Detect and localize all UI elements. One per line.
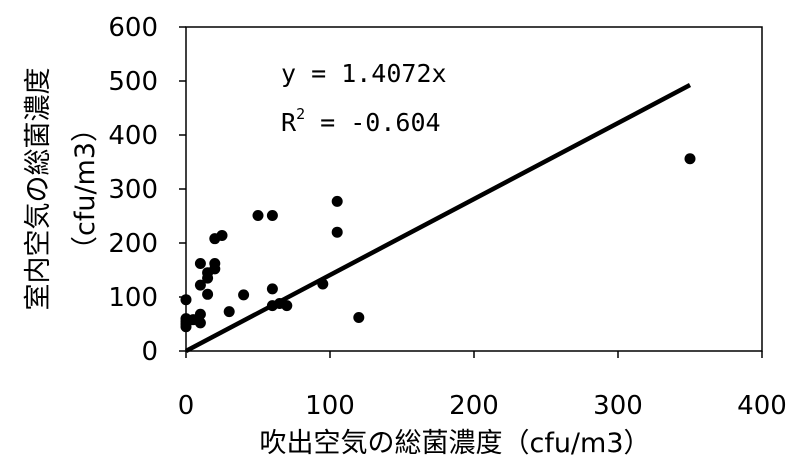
r-squared-label: R2 = -0.604 — [281, 105, 441, 137]
data-point — [238, 289, 250, 301]
data-point — [317, 278, 329, 290]
y-axis-title-line2: （cfu/m3） — [70, 115, 101, 263]
x-tick-label: 200 — [449, 391, 499, 421]
x-axis-tick-labels: 0 100 200 300 400 — [178, 391, 787, 421]
x-tick-label: 300 — [593, 391, 643, 421]
data-point — [194, 258, 206, 270]
equation-label: y = 1.4072x — [281, 59, 447, 88]
y-axis-title-line1: 室内空気の総菌濃度 — [23, 68, 54, 311]
data-point — [202, 272, 214, 284]
data-point — [202, 288, 214, 300]
y-tick-label: 200 — [108, 229, 158, 259]
y-tick-label: 400 — [108, 121, 158, 151]
x-axis-ticks — [185, 351, 763, 358]
data-point — [223, 306, 235, 318]
data-point — [266, 283, 278, 295]
data-point — [266, 209, 278, 221]
data-point — [684, 153, 696, 165]
y-axis-ticks — [179, 26, 186, 352]
data-point — [281, 300, 293, 312]
data-point — [331, 195, 343, 207]
y-tick-label: 500 — [108, 67, 158, 97]
data-point — [209, 263, 221, 275]
data-point — [216, 229, 228, 241]
x-tick-label: 400 — [737, 391, 787, 421]
data-point — [194, 308, 206, 320]
y-axis-tick-labels: 0 100 200 300 400 500 600 — [108, 13, 158, 367]
data-point — [194, 279, 206, 291]
y-tick-label: 300 — [108, 175, 158, 205]
data-point — [180, 294, 192, 306]
data-point — [252, 209, 264, 221]
data-point — [331, 226, 343, 238]
y-tick-label: 0 — [141, 337, 158, 367]
data-points — [180, 153, 696, 333]
x-tick-label: 0 — [178, 391, 195, 421]
data-point — [353, 312, 365, 324]
x-tick-label: 100 — [305, 391, 355, 421]
y-tick-label: 100 — [108, 283, 158, 313]
y-tick-label: 600 — [108, 13, 158, 43]
data-point — [194, 317, 206, 329]
x-axis-title: 吹出空気の総菌濃度（cfu/m3） — [259, 428, 650, 459]
data-point — [180, 321, 192, 333]
